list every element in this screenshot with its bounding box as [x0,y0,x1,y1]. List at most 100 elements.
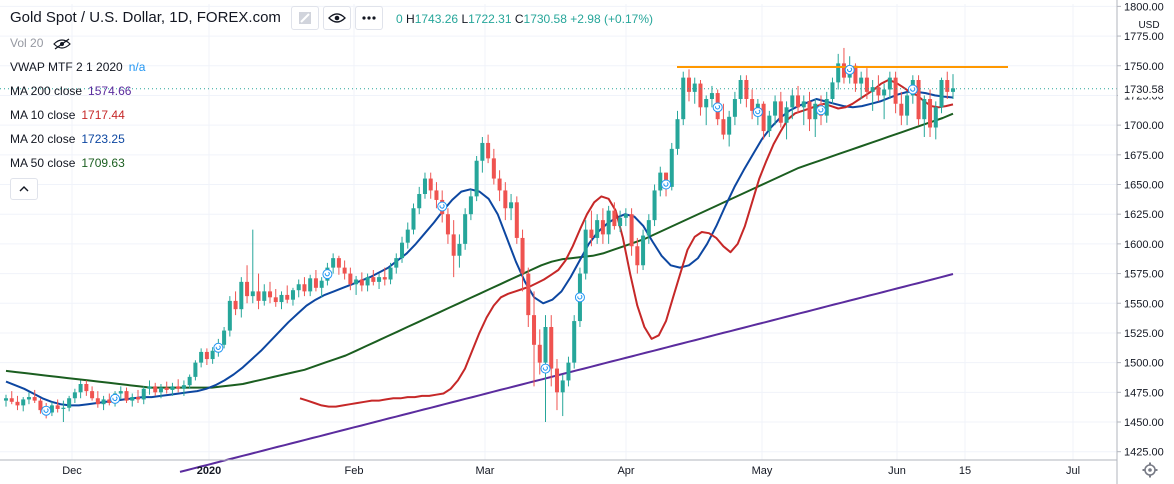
vwap-anchor-marker [661,179,672,190]
candle-body [480,142,485,161]
time-axis[interactable]: Dec 2020 Feb Mar Apr May Jun 15 Jul [0,459,1117,477]
vwap-anchor-glyph [577,294,583,300]
candle [451,220,456,278]
vwap-anchor-glyph [910,87,916,92]
candle [256,273,261,310]
price-tick-label: 1750.00 [1124,61,1164,73]
candle [727,110,732,147]
time-tick-label: May [752,465,773,477]
indicator-ma10-value: 1717.44 [81,108,125,122]
candle-body [147,386,152,389]
candle [26,392,31,405]
symbol-title[interactable]: Gold Spot / U.S. Dollar, 1D, FOREX.com [10,9,281,26]
indicator-ma50-value: 1709.63 [81,156,125,170]
candle [204,348,209,365]
candle [600,208,605,244]
ma20-line [5,90,954,407]
candle [767,110,772,137]
overlays [0,64,1117,416]
candle-body [807,101,812,120]
candle-body [784,107,789,123]
indicator-volume[interactable]: Vol 20 [10,36,71,50]
candle [78,380,83,399]
indicator-volume-label: Vol 20 [10,36,44,50]
candle [928,89,933,137]
price-axis-background[interactable] [1117,0,1174,484]
candle [750,89,755,120]
candle [342,260,347,280]
candle [382,267,387,286]
candle-body [124,391,129,401]
timeframe-button[interactable] [290,6,319,30]
candle-body [153,386,158,393]
indicator-ma200[interactable]: MA 200 close 1574.66 [10,84,131,98]
visibility-button[interactable] [322,6,351,30]
candle-body [319,280,324,288]
candle-body [560,380,565,393]
candle [480,137,485,173]
vwap-anchor-circle [844,64,855,75]
candle-body [222,330,227,345]
candle-body [382,277,387,280]
vwap-anchor-circle [41,405,52,416]
candle-body [417,194,422,209]
candle [319,277,324,298]
vwap-anchor-glyph [439,204,445,209]
candle [933,101,938,140]
indicator-ma50[interactable]: MA 50 close 1709.63 [10,156,125,170]
candle-body [933,107,938,128]
candle [135,389,141,403]
low-value: 1722.31 [468,12,512,26]
candle-body [434,190,439,200]
candle-body [67,398,72,408]
candle [882,83,887,120]
candle [15,395,20,411]
indicator-ma20-label: MA 20 close [10,132,76,146]
vwap-anchor-circle [907,84,918,95]
more-button[interactable] [354,6,383,30]
vwap-anchor-glyph [755,109,761,115]
candle [514,196,519,244]
price-tick-label: 1650.00 [1124,180,1164,192]
indicator-ma10[interactable]: MA 10 close 1717.44 [10,108,125,122]
eye-crossed-icon[interactable] [52,38,71,50]
ohlc-readout: 0 H1743.26 L1722.31 C1730.58 +2.98 (+0.1… [396,12,653,26]
candle [463,208,468,250]
candle-body [744,80,749,99]
candle [354,275,359,295]
candle [153,382,158,396]
candle-body [950,88,956,92]
candle-body [468,196,473,215]
candle [313,270,318,292]
candle-body [463,214,468,244]
settings-gear-icon[interactable] [1142,462,1158,478]
vwap-anchor-marker [437,201,448,212]
candle-body [916,80,921,120]
candle-body [394,258,399,268]
candle [302,277,307,297]
indicator-ma20[interactable]: MA 20 close 1723.25 [10,132,125,146]
candle [824,91,829,123]
last-price-label-bg [1118,80,1174,97]
high-key: H [406,12,415,26]
candle [336,255,341,275]
candle [245,265,250,304]
vwap-anchor-glyph [215,345,221,350]
candle [147,380,152,395]
indicator-vwap[interactable]: VWAP MTF 2 1 2020 n/a [10,60,145,74]
candle-body [181,385,186,389]
vwap-anchor-marker [844,64,855,75]
candle [279,291,284,310]
price-axis[interactable]: 1425.00 1450.00 1475.00 1500.00 1525.00 1550.… [1116,0,1174,484]
candle-body [675,119,680,149]
candle [250,229,255,304]
candle-body [72,392,77,399]
collapse-indicators-button[interactable] [10,178,38,200]
candle [21,397,26,412]
candle-body [342,267,347,274]
time-tick-label: Jun [888,465,906,477]
candle-body [227,300,232,331]
candle [55,399,60,413]
candle [90,386,95,401]
